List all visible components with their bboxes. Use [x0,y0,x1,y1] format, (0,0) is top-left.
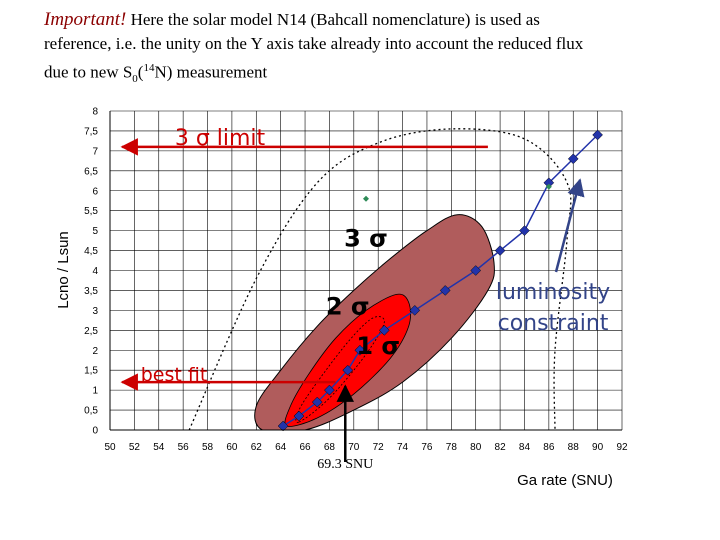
x-tick-label-16: 82 [495,442,507,453]
important-label: Important! [44,9,127,30]
x-tick-label-13: 76 [421,442,433,453]
data-point-14 [592,129,603,141]
y-tick-label-4: 2 [92,346,98,357]
x-tick-label-10: 70 [348,442,360,453]
x-tick-label-8: 66 [299,442,311,453]
limit-3-sigma-label: 3 σ limit [175,126,266,151]
luminosity-arrow [554,178,585,273]
x-tick-label-20: 90 [592,442,604,453]
data-point-3 [324,384,335,396]
header-line-1-text: Here the solar model N14 (Bahcall nomenc… [126,10,540,29]
contours [188,128,572,430]
x-axis-label: Ga rate (SNU) [517,472,613,489]
data-point-10 [494,245,506,256]
best-fit-label: best fit [141,364,208,386]
y-axis-label: Lcno / Lsun [55,231,72,309]
x-tick-label-4: 58 [202,442,214,453]
data-point-1 [293,410,305,422]
y-tick-label-10: 5 [92,226,98,237]
header-sub: 0 [132,73,138,86]
x-tick-label-12: 74 [397,442,409,453]
data-point-0 [277,420,289,432]
y-tick-label-14: 7 [92,146,98,157]
y-tick-label-15: 7,5 [84,126,98,137]
series-layer [277,129,603,432]
data-point-2 [311,396,323,408]
header-paren: ( [137,62,144,82]
sigma-1-label: 1 σ [356,332,400,360]
header-sup: 14 [143,62,155,74]
data-point-6 [378,324,390,336]
header-text: Important! Here the solar model N14 (Bah… [44,8,704,91]
x-tick-label-18: 86 [543,442,555,453]
x-tick-label-3: 56 [178,442,190,453]
y-tick-label-2: 1 [92,386,98,397]
axes: 0 0,5 1 1,5 2 2,5 3 3,5 4 4,5 5 5,5 6 6,5 7 7,5 8 50 52 54 5… [55,107,628,490]
data-point-9 [470,265,482,276]
y-tick-label-16: 8 [92,107,98,118]
data-point-11 [519,225,530,236]
x-tick-label-1: 52 [129,442,141,453]
x-tick-label-19: 88 [568,442,580,453]
header-line-2: reference, i.e. the unity on the Y axis … [44,34,584,53]
y-tick-label-11: 5,5 [84,206,98,217]
luminosity-label-line-2: constraint [498,311,609,336]
data-point-5 [354,344,366,356]
sigma-2-label: 2 σ [326,292,370,320]
y-tick-label-3: 1,5 [84,366,98,377]
y-tick-label-13: 6,5 [84,166,98,177]
y-tick-label-6: 3 [92,306,98,317]
x-tick-label-15: 80 [470,442,482,453]
x-tick-label-21: 92 [616,442,628,453]
y-tick-label-12: 6 [92,186,98,197]
x-tick-label-9: 68 [324,442,336,453]
header-line-1: Important! Here the solar model N14 (Bah… [44,8,704,32]
y-tick-label-0: 0 [92,426,98,437]
y-tick-label-8: 4 [92,266,98,277]
x-tick-label-11: 72 [373,442,385,453]
data-point-8 [439,285,451,296]
y-tick-label-7: 3,5 [84,286,98,297]
y-tick-label-9: 4,5 [84,246,98,257]
x-tick-label-0: 50 [104,442,116,453]
x-tick-label-7: 64 [275,442,287,453]
x-tick-label-14: 78 [446,442,458,453]
sigma-3-label: 3 σ [344,225,388,253]
x-tick-label-2: 54 [153,442,165,453]
y-tick-label-5: 2,5 [84,326,98,337]
luminosity-contour [188,128,572,430]
header-line-3-post: N) measurement [154,62,268,82]
y-tick-label-1: 0,5 [84,406,98,417]
green-point-0 [363,195,369,202]
annotations: 3 σ limit best fit 69.3 SNU 3 σ 2 σ 1 σ lumino… [120,126,610,472]
snu-marker-label: 69.3 SNU [317,457,373,472]
header-line-3: due to new S0(14N) measurement [44,56,704,91]
x-tick-label-5: 60 [226,442,238,453]
header-line-3-pre: due to new S [44,62,133,82]
green-point-1 [545,183,552,190]
x-tick-label-17: 84 [519,442,531,453]
data-point-4 [342,364,354,376]
x-tick-label-6: 62 [251,442,263,453]
data-point-13 [567,153,579,165]
contour-1-sigma [295,316,385,423]
luminosity-label-line-1: luminosity [496,280,610,305]
data-point-7 [409,305,421,316]
